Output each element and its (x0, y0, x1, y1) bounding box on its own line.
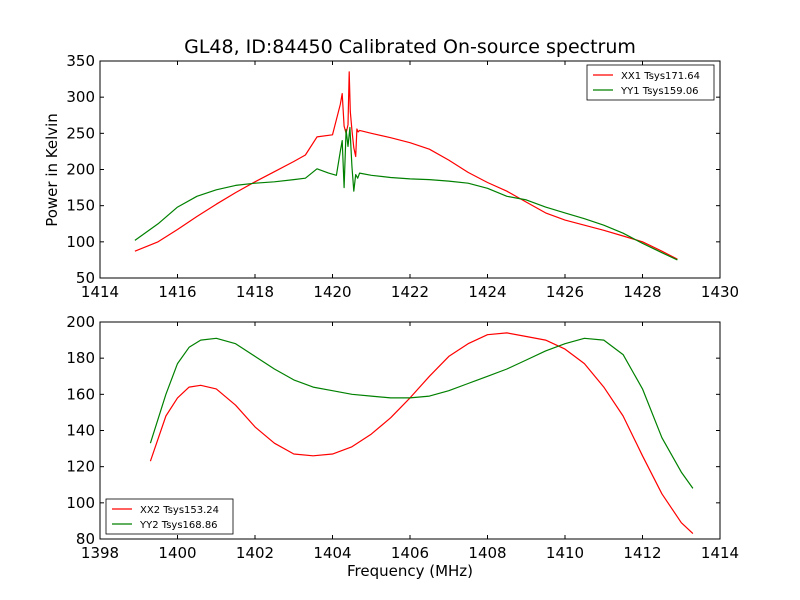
x-tick-label: 1400 (158, 544, 196, 562)
y-tick-label: 120 (66, 458, 95, 476)
y-tick-label: 100 (66, 494, 95, 512)
y-tick-label: 300 (66, 88, 95, 106)
y-tick-label: 200 (66, 161, 95, 179)
y-tick-label: 180 (66, 349, 95, 367)
x-tick-label: 1418 (236, 283, 274, 301)
y-tick-label: 80 (76, 530, 95, 548)
bottom-panel: 1398 1400 1402 1404 1406 1408 1410 1412 1414 80 10… (66, 313, 739, 562)
x-axis-label: Frequency (MHz) (347, 562, 473, 580)
x-tick-label: 1414 (701, 544, 739, 562)
x-tick-label: 1410 (546, 544, 584, 562)
series-line-2 (149, 337, 694, 489)
top-panel: 1414 1416 1418 1420 1422 1424 1426 1428 1430 50 10… (66, 52, 739, 301)
x-tick-label: 1406 (391, 544, 429, 562)
x-tick-label: 1412 (623, 544, 661, 562)
x-tick-label: 1426 (546, 283, 584, 301)
y-tick-label: 160 (66, 385, 95, 403)
legend-label: XX1 Tsys171.64 (621, 71, 700, 82)
legend-box (105, 498, 234, 535)
x-tick-label: 1416 (158, 283, 196, 301)
x-tick-label: 1402 (236, 544, 274, 562)
y-tick-label: 50 (76, 269, 95, 287)
chart-title: GL48, ID:84450 Calibrated On-source spec… (184, 36, 636, 58)
x-tick-label: 1414 (81, 283, 119, 301)
legend-box (586, 64, 715, 101)
legend-label: XX2 Tsys153.24 (140, 505, 219, 516)
x-tick-label: 1404 (313, 544, 351, 562)
y-tick-label: 200 (66, 313, 95, 331)
legend-label: YY1 Tsys159.06 (620, 86, 699, 97)
x-tick-label: 1430 (701, 283, 739, 301)
y-tick-label: 100 (66, 233, 95, 251)
y-tick-label: 150 (66, 197, 95, 215)
x-tick-label: 1420 (313, 283, 351, 301)
x-tick-label: 1422 (391, 283, 429, 301)
x-tick-label: 1408 (468, 544, 506, 562)
series-line-2 (134, 126, 678, 261)
y-tick-label: 140 (66, 422, 95, 440)
x-tick-label: 1424 (468, 283, 506, 301)
y-axis-label: Power in Kelvin (43, 113, 61, 227)
y-tick-label: 250 (66, 124, 95, 142)
legend-label: YY2 Tsys168.86 (139, 520, 218, 531)
x-tick-label: 1398 (81, 544, 119, 562)
y-tick-label: 350 (66, 52, 95, 70)
x-tick-label: 1428 (623, 283, 661, 301)
series-line-1 (134, 71, 678, 260)
